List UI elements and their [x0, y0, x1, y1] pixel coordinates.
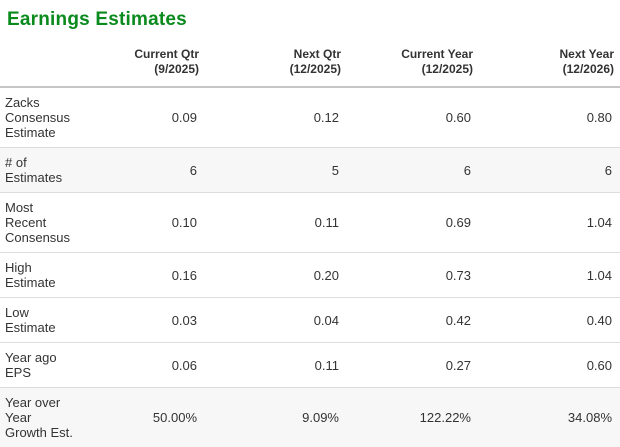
cell-value: 1.04 [586, 267, 612, 283]
cell-value: 0.10 [171, 215, 197, 230]
cell-value: 0.27 [445, 357, 471, 373]
earnings-estimates-table: Current Qtr (9/2025) Next Qtr (12/2025) … [0, 43, 620, 447]
cell-value: 122.22% [419, 410, 471, 425]
column-header-next-qtr: Next Qtr (12/2025) [205, 43, 347, 88]
cell-value: 0.16 [171, 267, 197, 283]
table-row-number-of-estimates: # of Estimates 6 5 6 6 [0, 147, 620, 193]
cell-value: 0.60 [445, 110, 471, 125]
cell-value: 1.04 [586, 215, 612, 230]
table-row-low-estimate: Low Estimate 0.03 0.04 0.42 0.40 [0, 298, 620, 343]
row-label: High Estimate [5, 260, 56, 290]
cell-value: 0.11 [314, 357, 339, 373]
cell-value: 0.69 [445, 215, 471, 230]
cell-value: 0.03 [171, 312, 197, 328]
table-row-zacks-consensus-estimate: Zacks Consensus Estimate 0.09 0.12 0.60 … [0, 87, 620, 148]
row-label: Zacks Consensus Estimate [5, 95, 71, 140]
cell-value: 0.20 [313, 267, 339, 283]
cell-value: 9.09% [302, 410, 339, 425]
cell-value: 0.09 [171, 110, 197, 125]
column-header-current-qtr: Current Qtr (9/2025) [78, 43, 205, 88]
cell-value: 0.04 [313, 312, 339, 328]
cell-value: 0.12 [313, 110, 339, 125]
cell-value: 0.11 [314, 215, 339, 230]
cell-value: 6 [189, 162, 197, 178]
cell-value: 6 [463, 162, 471, 178]
cell-value: 0.80 [586, 110, 612, 125]
row-label: Year over Year Growth Est. [5, 395, 73, 440]
table-row-high-estimate: High Estimate 0.16 0.20 0.73 1.04 [0, 253, 620, 298]
cell-value: 50.00% [152, 410, 197, 425]
cell-value: 0.60 [586, 357, 612, 373]
column-header-period: (12/2026) [562, 62, 614, 76]
cell-value: 0.42 [445, 312, 471, 328]
column-header-next-year: Next Year (12/2026) [479, 43, 620, 88]
row-label: Year ago EPS [5, 350, 57, 380]
column-header-label: Next Year [559, 47, 615, 61]
cell-value: 5 [331, 162, 339, 178]
cell-value: 34.08% [567, 410, 612, 425]
section-title: Earnings Estimates [7, 9, 187, 30]
column-header-period: (12/2025) [421, 62, 473, 76]
column-header-label: Current Year [401, 47, 473, 61]
header-empty-cell [0, 43, 78, 88]
cell-value: 6 [604, 162, 612, 178]
table-row-year-over-year-growth-est: Year over Year Growth Est. 50.00% 9.09% … [0, 387, 620, 447]
row-label: Most Recent Consensus [5, 200, 71, 245]
row-label: Low Estimate [5, 305, 56, 335]
row-label: # of Estimates [5, 155, 63, 185]
table-row-most-recent-consensus: Most Recent Consensus 0.10 0.11 0.69 1.0… [0, 193, 620, 253]
column-header-period: (9/2025) [154, 62, 199, 76]
column-header-current-year: Current Year (12/2025) [347, 43, 479, 88]
table-row-year-ago-eps: Year ago EPS 0.06 0.11 0.27 0.60 [0, 343, 620, 388]
cell-value: 0.73 [445, 267, 471, 283]
column-header-label: Next Qtr [293, 47, 341, 61]
cell-value: 0.40 [586, 312, 612, 328]
cell-value: 0.06 [171, 357, 197, 373]
header-row: Current Qtr (9/2025) Next Qtr (12/2025) … [0, 43, 620, 88]
column-header-period: (12/2025) [289, 62, 341, 76]
column-header-label: Current Qtr [134, 47, 199, 61]
